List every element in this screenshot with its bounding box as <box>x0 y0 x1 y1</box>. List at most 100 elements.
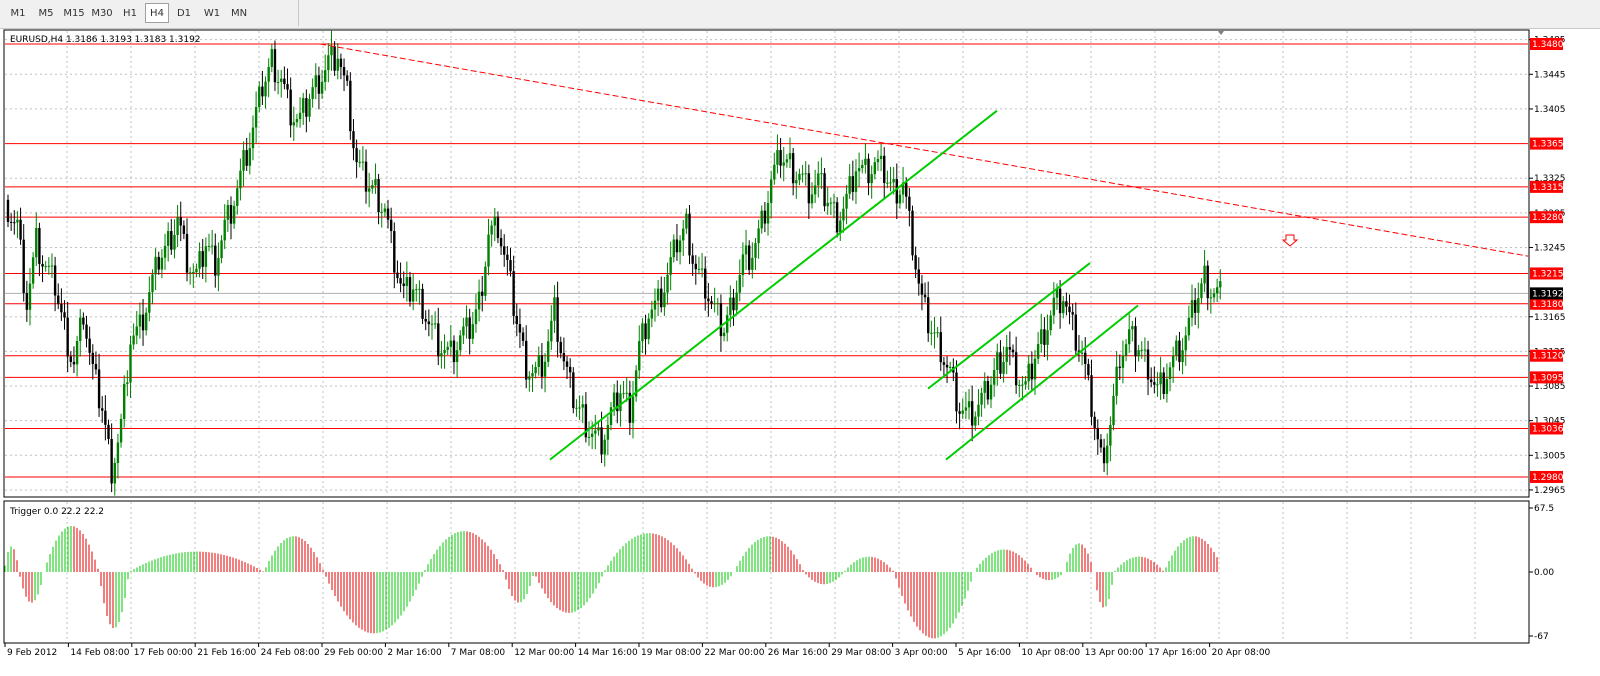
candle-body <box>782 162 785 166</box>
candle-body <box>185 233 189 273</box>
candle-body <box>930 332 933 334</box>
timeframe-button-m15[interactable]: M15 <box>63 8 85 19</box>
candle-body <box>634 370 638 397</box>
candle-body <box>47 265 51 267</box>
candle-body <box>311 87 314 99</box>
candle-body <box>1065 301 1068 307</box>
candle-body <box>864 158 867 165</box>
candle-body <box>1055 288 1059 298</box>
candle-body <box>342 67 346 76</box>
candle-body <box>1124 344 1128 357</box>
x-tick-label: 10 Apr 08:00 <box>1021 648 1080 658</box>
candle-body <box>732 297 735 311</box>
y-tick-label: 1.2965 <box>1534 486 1566 496</box>
candle-body <box>214 245 217 276</box>
candle-body <box>612 392 616 408</box>
candle-body <box>590 433 594 437</box>
candle-body <box>295 119 299 123</box>
level-label-box <box>1530 137 1563 150</box>
y-tick-label: 1.3045 <box>1534 417 1566 427</box>
scroll-marker-icon[interactable] <box>1218 31 1224 35</box>
candle-body <box>905 182 908 197</box>
support-trend-line <box>945 304 1139 461</box>
x-tick-label: 17 Apr 16:00 <box>1148 648 1207 658</box>
candle-body <box>1062 301 1065 314</box>
candle-body <box>280 78 283 82</box>
timeframe-button-h4[interactable]: H4 <box>145 3 169 23</box>
candle-body <box>201 251 204 267</box>
candle-body <box>970 401 974 426</box>
candle-body <box>123 384 126 419</box>
candle-body <box>537 355 540 367</box>
candle-body <box>1087 363 1090 376</box>
candle-body <box>1162 372 1165 394</box>
candle-body <box>1140 349 1143 351</box>
candle-body <box>763 210 767 224</box>
candle-body <box>829 202 833 204</box>
candle-body <box>980 392 983 405</box>
candle-body <box>170 231 173 250</box>
candle-body <box>254 107 258 128</box>
candle-body <box>578 407 581 409</box>
candle-body <box>481 291 484 296</box>
candle-body <box>126 382 129 385</box>
candle-body <box>192 272 195 274</box>
timeframe-button-m30[interactable]: M30 <box>91 8 113 19</box>
x-tick-label: 24 Feb 08:00 <box>261 648 320 658</box>
candle-body <box>911 210 914 256</box>
candle-body <box>722 332 726 337</box>
candle-body <box>810 194 814 204</box>
timeframe-button-d1[interactable]: D1 <box>176 8 192 19</box>
candle-body <box>195 268 198 273</box>
candle-body <box>468 317 471 339</box>
timeframe-button-mn[interactable]: MN <box>230 8 248 19</box>
candle-body <box>795 180 798 184</box>
timeframe-button-m5[interactable]: M5 <box>38 8 54 19</box>
level-label-box <box>1530 470 1563 483</box>
candle-body <box>1156 384 1159 386</box>
candle-body <box>1171 355 1175 368</box>
candle-body <box>182 225 186 234</box>
candle-body <box>942 362 946 365</box>
candle-body <box>857 168 861 172</box>
candle-body <box>600 427 603 455</box>
candle-body <box>606 424 610 440</box>
timeframe-button-m1[interactable]: M1 <box>10 8 26 19</box>
timeframe-button-w1[interactable]: W1 <box>203 8 221 19</box>
candle-body <box>1109 424 1112 446</box>
candle-body <box>75 341 79 365</box>
candle-body <box>144 312 148 331</box>
candle-body <box>1200 283 1203 299</box>
candle-body <box>320 81 324 94</box>
candle-body <box>933 332 936 334</box>
candle-body <box>1084 352 1087 364</box>
candle-body <box>515 315 518 325</box>
osc-y-tick-label: -67 <box>1534 632 1549 642</box>
candle-body <box>430 323 434 325</box>
timeframe-button-h1[interactable]: H1 <box>123 8 137 19</box>
candle-body <box>421 288 424 319</box>
candle-body <box>876 159 880 163</box>
horizontal-levels <box>5 43 1528 478</box>
candle-body <box>694 263 697 270</box>
candle-body <box>660 288 663 308</box>
candle-body <box>198 251 201 269</box>
candle-body <box>1030 363 1034 380</box>
candle-body <box>656 288 660 301</box>
candle-body <box>619 393 622 412</box>
candle-body <box>129 344 132 383</box>
candle-body <box>393 231 396 273</box>
candle-body <box>707 298 710 302</box>
candle-body <box>1190 300 1194 318</box>
candle-body <box>314 75 317 88</box>
candle-body <box>521 332 525 341</box>
candle-body <box>616 392 619 412</box>
candle-body <box>835 202 839 233</box>
candle-body <box>204 246 208 267</box>
x-tick-label: 3 Apr 00:00 <box>895 648 948 658</box>
candle-body <box>377 179 380 213</box>
candle-body <box>383 208 387 212</box>
resistance-trend-line <box>319 43 1529 257</box>
support-trend-line <box>927 262 1091 390</box>
